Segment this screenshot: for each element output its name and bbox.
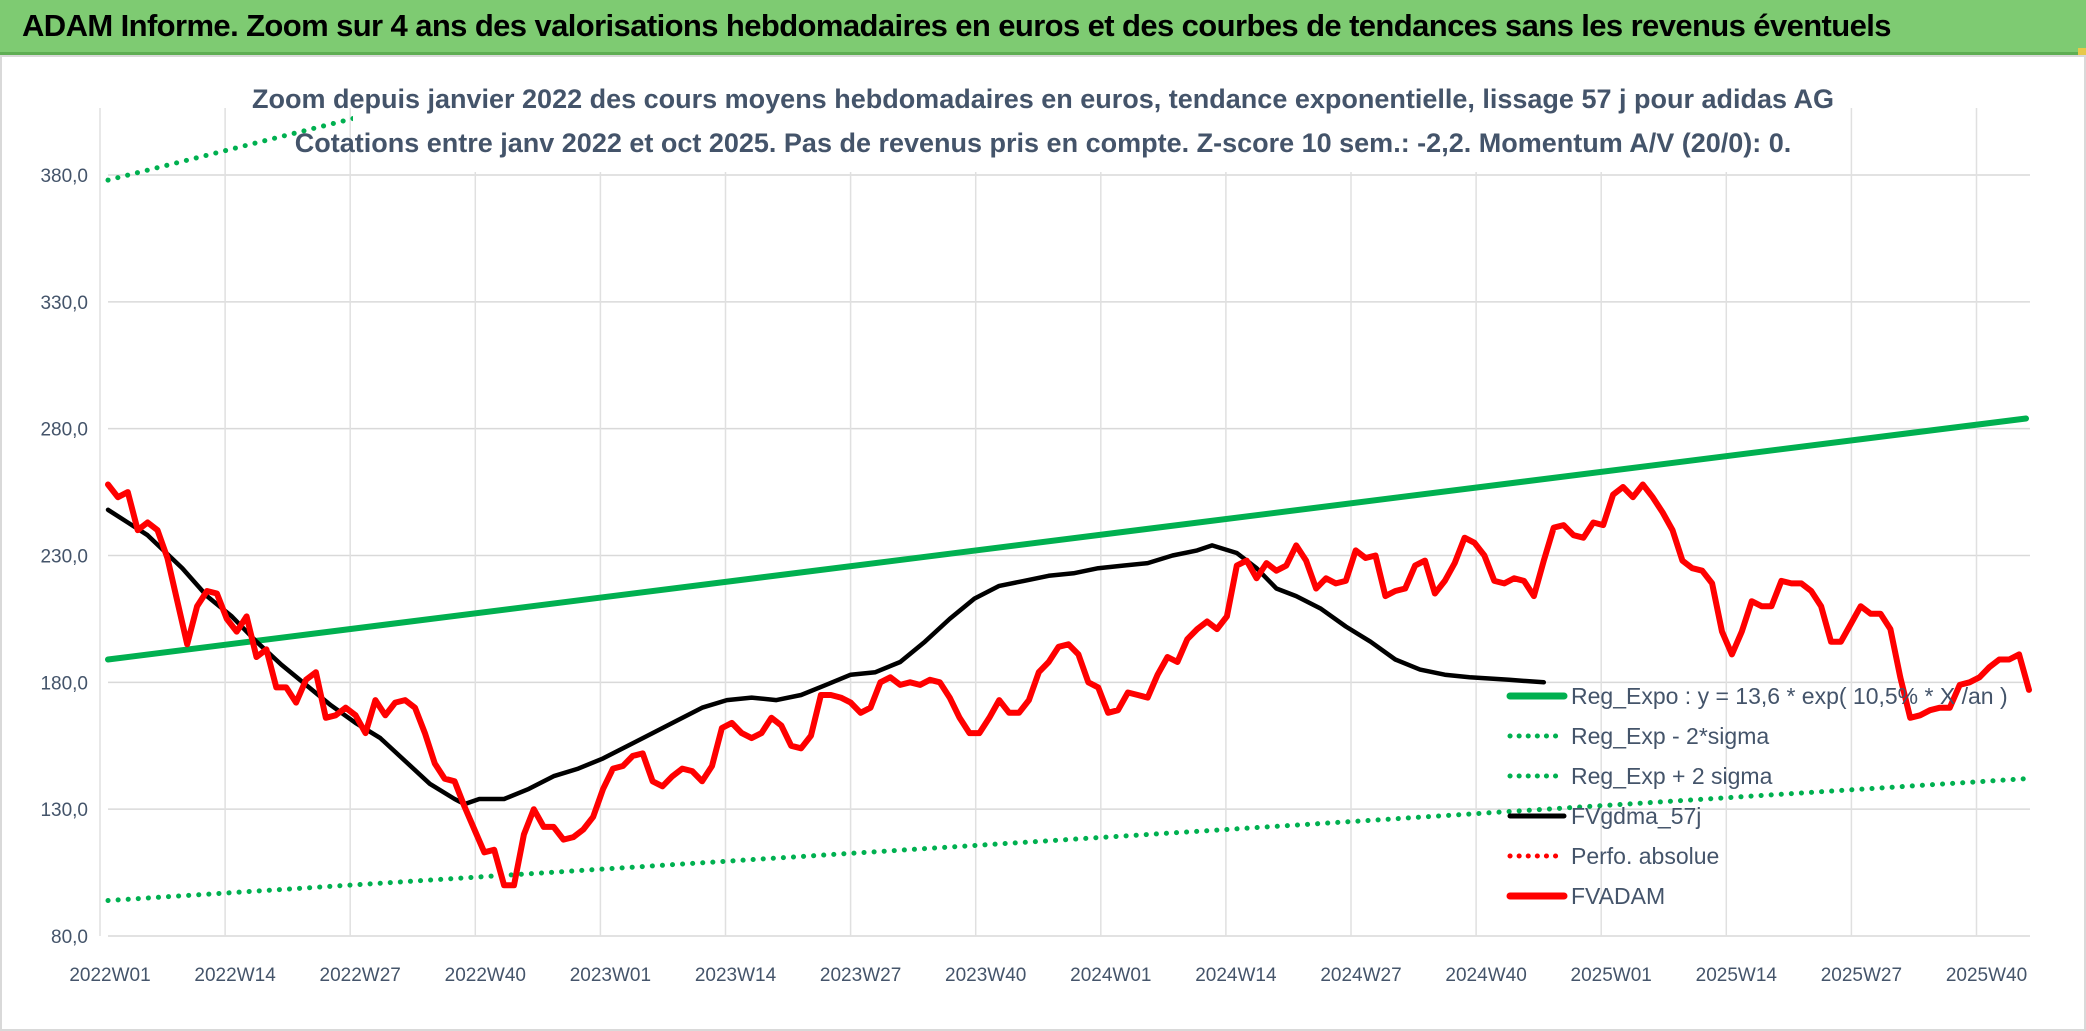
x-tick-label: 2025W40 [1946,965,2027,986]
x-tick-label: 2023W27 [820,965,901,986]
y-tick-label: 230,0 [40,547,88,568]
series-line-1 [105,776,2029,903]
x-axis: 2022W01 2022W14 2022W27 2022W40 2023W01 2023W… [69,965,2027,986]
y-tick-label: 330,0 [40,293,88,314]
legend-label: Reg_Exp - 2*sigma [1571,723,1769,749]
grid [99,108,2030,937]
title-backdrop [353,76,1735,172]
x-tick-label: 2023W14 [695,965,777,986]
y-tick-label: 130,0 [40,800,88,821]
series-line-5 [105,481,2032,889]
report-banner: ADAM Informe. Zoom sur 4 ans des valoris… [0,0,2086,55]
x-tick-label: 2022W01 [69,965,150,986]
legend-label: Perfo. absolue [1571,843,1719,869]
series-line-0 [105,415,2029,663]
legend-label: FVgdma_57j [1571,803,1701,829]
y-tick-label: 280,0 [40,420,88,441]
x-tick-label: 2024W01 [1070,965,1151,986]
x-tick-label: 2023W40 [945,965,1026,986]
chart-title: Zoom depuis janvier 2022 des cours moyen… [252,84,1834,114]
x-tick-label: 2022W14 [194,965,276,986]
y-tick-label: 80,0 [51,927,88,948]
x-tick-label: 2024W27 [1320,965,1401,986]
x-tick-label: 2025W27 [1821,965,1902,986]
x-tick-label: 2022W27 [320,965,401,986]
x-tick-label: 2025W01 [1571,965,1652,986]
x-tick-label: 2023W01 [570,965,651,986]
series-lines [105,108,2032,903]
y-tick-label: 380,0 [40,166,88,187]
x-tick-label: 2024W14 [1195,965,1277,986]
legend-label: Reg_Expo : y = 13,6 * exp( 10,5% * X /an… [1571,683,2008,709]
legend-label: FVADAM [1571,883,1665,909]
series-line-3 [105,507,1547,807]
chart-subtitle: Cotations entre janv 2022 et oct 2025. P… [295,128,1792,158]
y-tick-label: 180,0 [40,673,88,694]
report-title: ADAM Informe. Zoom sur 4 ans des valoris… [22,8,1892,43]
legend: Reg_Expo : y = 13,6 * exp( 10,5% * X /an… [1506,683,2008,909]
x-tick-label: 2022W40 [445,965,526,986]
x-tick-label: 2025W14 [1696,965,1778,986]
y-axis: 80,0 130,0 180,0 230,0 280,0 330,0 380,0 [40,166,88,948]
x-tick-label: 2024W40 [1445,965,1526,986]
legend-label: Reg_Exp + 2 sigma [1571,763,1773,789]
